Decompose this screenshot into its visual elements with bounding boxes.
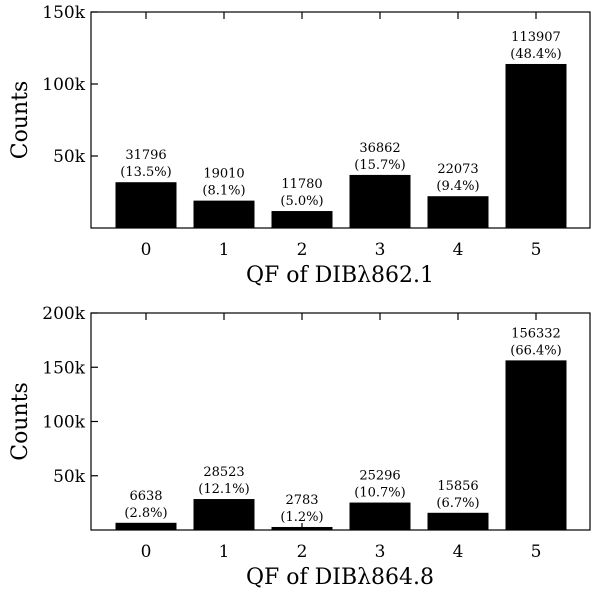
y-tick-label: 100k (42, 413, 85, 433)
bar-value-label: 156332 (511, 326, 561, 341)
bar-value-label: 15856 (437, 479, 478, 494)
bar-value-label: 2783 (285, 493, 318, 508)
bar-percent-label: (15.7%) (354, 158, 405, 173)
bar-percent-label: (48.4%) (510, 47, 561, 62)
bar-percent-label: (5.0%) (280, 194, 323, 209)
x-axis-label: QF of DIBλ862.1 (246, 263, 434, 288)
bar-value-label: 113907 (511, 30, 561, 45)
bar-value-label: 36862 (359, 141, 400, 156)
x-axis-label: QF of DIBλ864.8 (246, 565, 434, 590)
bar (115, 182, 177, 228)
bar-percent-label: (13.5%) (120, 165, 171, 180)
bar (427, 512, 489, 530)
bar-percent-label: (10.7%) (354, 486, 405, 501)
bar-percent-label: (1.2%) (280, 510, 323, 525)
x-tick-label: 4 (453, 542, 464, 562)
bar (349, 174, 411, 228)
y-tick-label: 100k (42, 75, 85, 95)
y-axis-label: Counts (8, 382, 33, 461)
bar-percent-label: (8.1%) (202, 184, 245, 199)
bar-value-label: 6638 (129, 489, 162, 504)
x-tick-label: 2 (297, 542, 308, 562)
bar (505, 360, 567, 530)
bar-percent-label: (9.4%) (436, 179, 479, 194)
x-tick-label: 5 (531, 542, 542, 562)
x-tick-label: 2 (297, 240, 308, 260)
x-tick-label: 5 (531, 240, 542, 260)
y-tick-label: 50k (53, 147, 86, 167)
y-tick-label: 150k (42, 358, 85, 378)
bar-value-label: 31796 (125, 148, 166, 163)
bar-percent-label: (6.7%) (436, 496, 479, 511)
x-tick-label: 0 (141, 240, 152, 260)
bar-percent-label: (2.8%) (124, 506, 167, 521)
y-tick-label: 200k (42, 304, 85, 324)
bar-percent-label: (66.4%) (510, 343, 561, 358)
bar (505, 63, 567, 228)
x-tick-label: 1 (219, 240, 230, 260)
bar-value-label: 25296 (359, 469, 400, 484)
x-tick-label: 1 (219, 542, 230, 562)
x-tick-label: 0 (141, 542, 152, 562)
bar-percent-label: (12.1%) (198, 482, 249, 497)
bar-value-label: 22073 (437, 162, 478, 177)
bar-value-label: 11780 (281, 177, 322, 192)
y-tick-label: 50k (53, 467, 86, 487)
bar (271, 211, 333, 228)
y-tick-label: 150k (42, 3, 85, 23)
x-tick-label: 3 (375, 240, 386, 260)
plot-frame (90, 11, 591, 229)
x-tick-label: 4 (453, 240, 464, 260)
bar-value-label: 28523 (203, 465, 244, 480)
y-axis-label: Counts (8, 81, 33, 160)
x-tick-label: 3 (375, 542, 386, 562)
bar-value-label: 19010 (203, 167, 244, 182)
